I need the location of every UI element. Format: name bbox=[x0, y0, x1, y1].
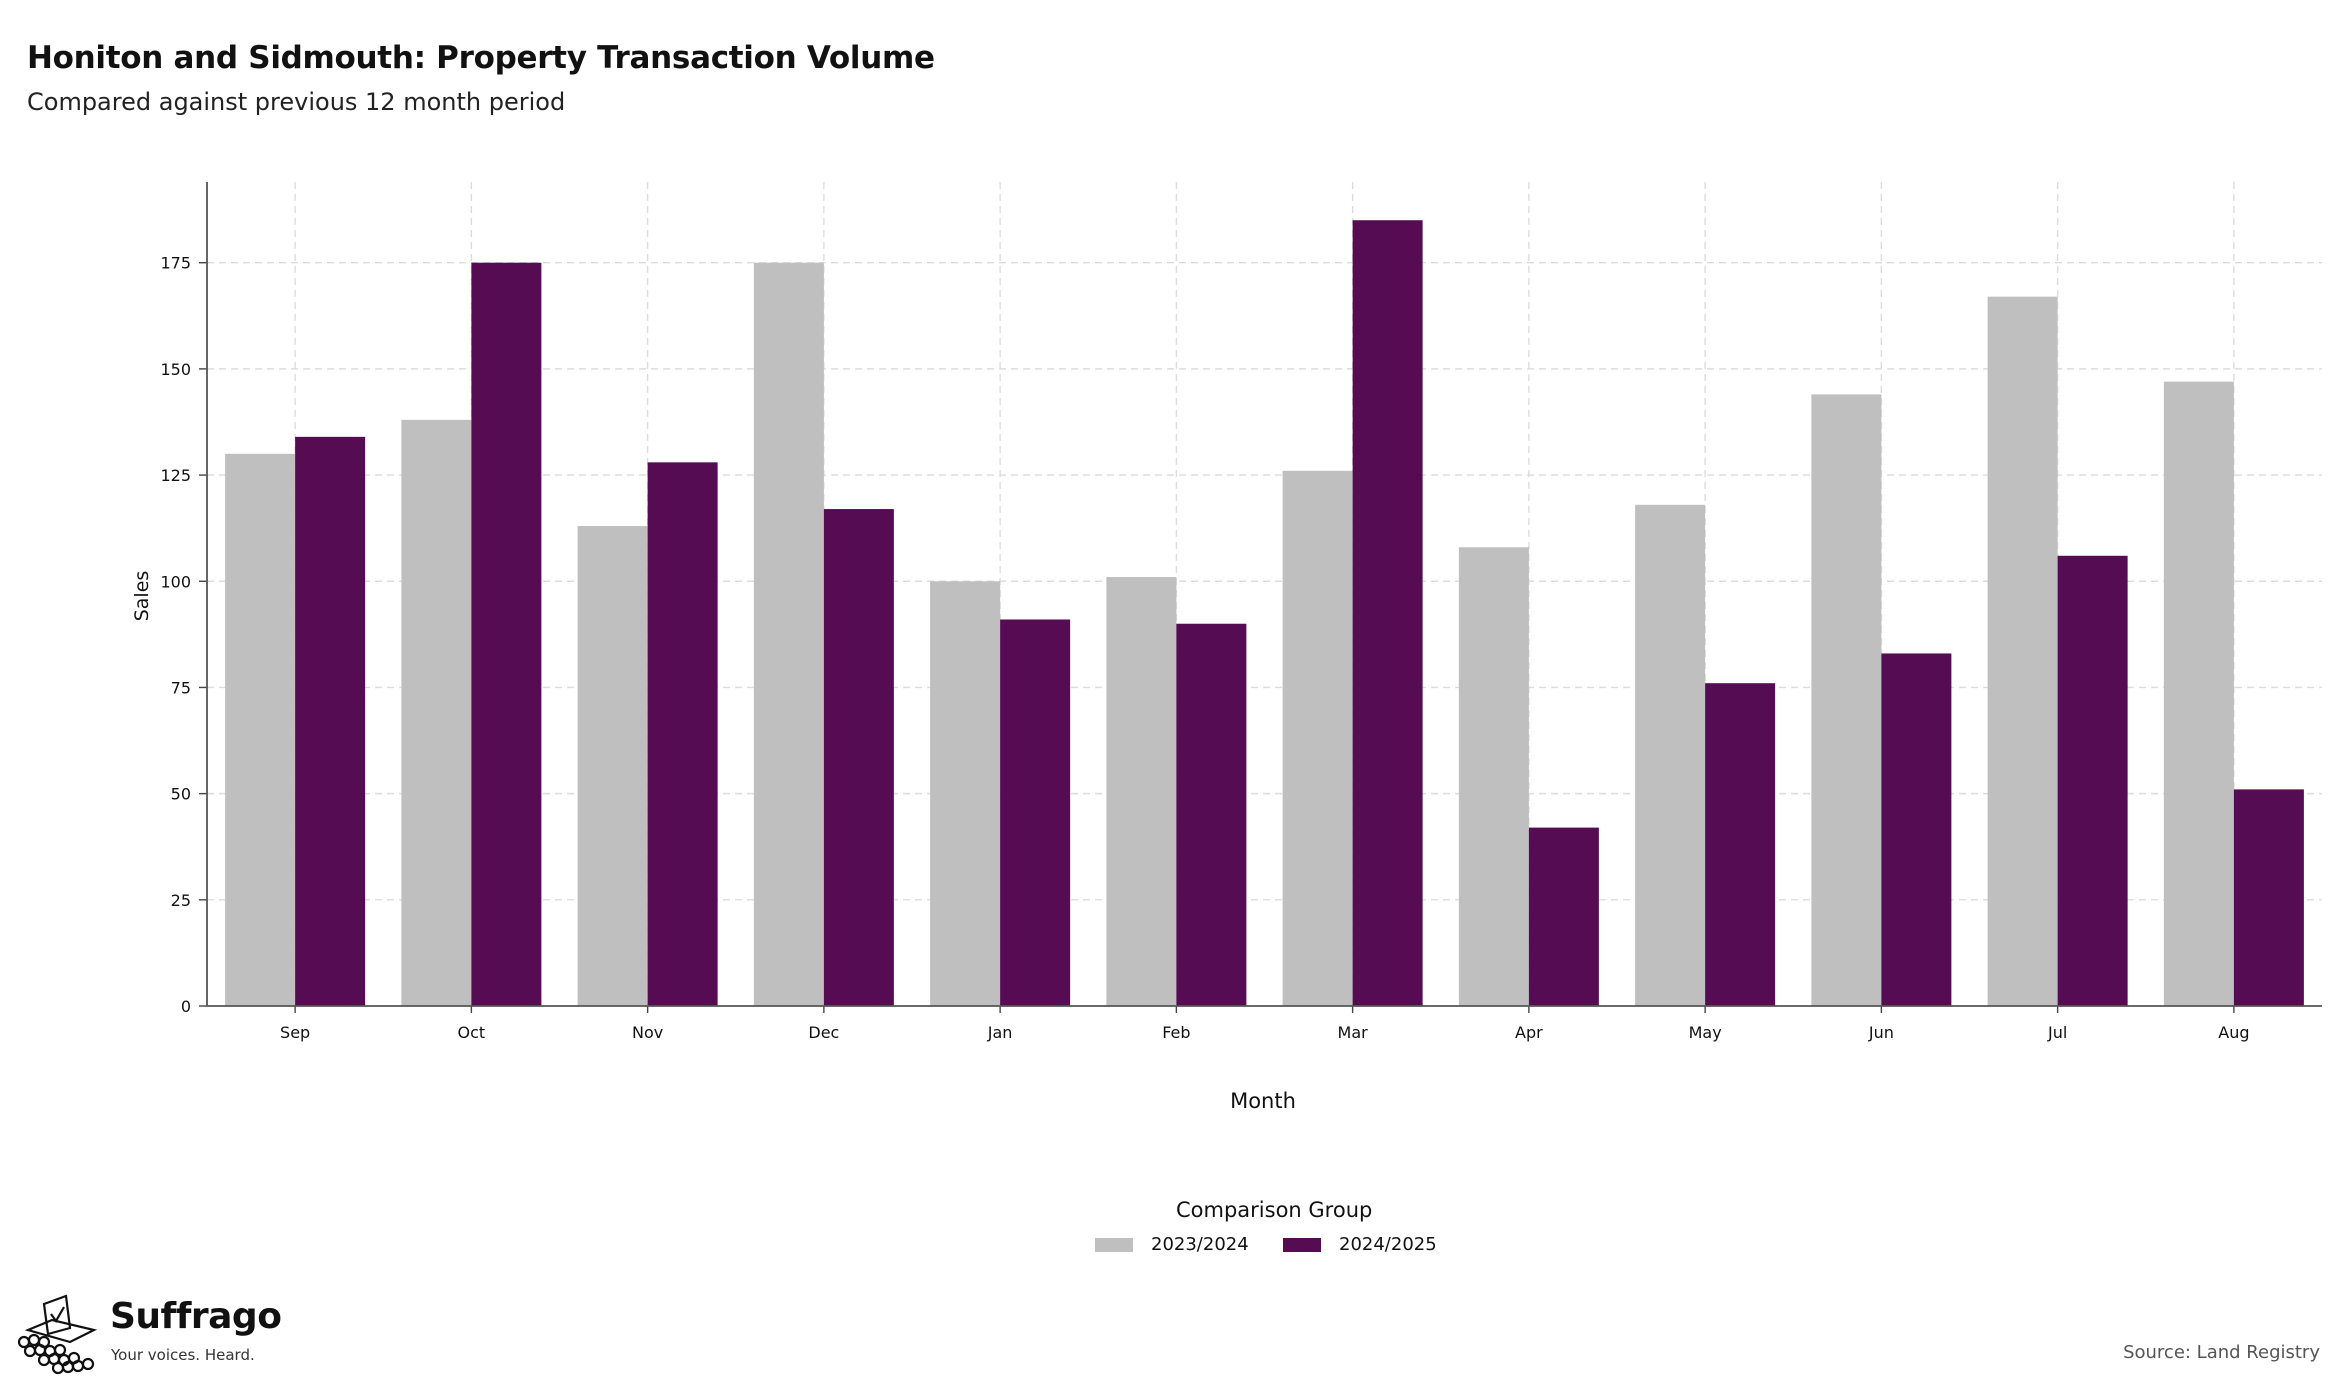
bar-2023-2024-nov bbox=[577, 526, 648, 1006]
x-tick-label-jun: Jun bbox=[1868, 1023, 1894, 1042]
bar-2024-2025-mar bbox=[1352, 220, 1423, 1006]
chart-title: Honiton and Sidmouth: Property Transacti… bbox=[27, 40, 935, 76]
bar-2024-2025-oct bbox=[471, 262, 542, 1006]
legend-title: Comparison Group bbox=[1176, 1198, 1373, 1222]
y-tick-label: 125 bbox=[160, 466, 191, 485]
y-tick-label: 100 bbox=[160, 572, 191, 591]
bar-2024-2025-aug bbox=[2233, 789, 2304, 1006]
bar-2023-2024-jun bbox=[1811, 394, 1882, 1007]
x-tick-label-may: May bbox=[1689, 1023, 1722, 1042]
legend-label-2023-2024: 2023/2024 bbox=[1151, 1234, 1249, 1255]
x-tick-label-mar: Mar bbox=[1338, 1023, 1369, 1042]
legend-item-2024-2025: 2024/2025 bbox=[1283, 1234, 1437, 1255]
legend-item-2023-2024: 2023/2024 bbox=[1095, 1234, 1249, 1255]
y-tick-label: 150 bbox=[160, 360, 191, 379]
y-tick-label: 25 bbox=[171, 891, 191, 910]
bar-2024-2025-jun bbox=[1881, 653, 1952, 1006]
x-tick-label-aug: Aug bbox=[2218, 1023, 2249, 1042]
bar-2024-2025-apr bbox=[1528, 827, 1599, 1006]
axes: 0 25 50 75 100 125 150 175 Sep Oct Nov Dec Jan Feb Mar… bbox=[160, 182, 2322, 1042]
bar-2023-2024-may bbox=[1635, 504, 1706, 1006]
bar-2024-2025-feb bbox=[1176, 623, 1247, 1006]
source-note: Source: Land Registry bbox=[2123, 1342, 2320, 1363]
x-tick-label-dec: Dec bbox=[808, 1023, 839, 1042]
x-tick-label-feb: Feb bbox=[1162, 1023, 1190, 1042]
bar-2024-2025-jan bbox=[1000, 619, 1071, 1006]
bar-2024-2025-dec bbox=[823, 509, 894, 1006]
x-tick-label-nov: Nov bbox=[632, 1023, 663, 1042]
brand-tagline: Your voices. Heard. bbox=[111, 1346, 255, 1364]
bar-2023-2024-sep bbox=[225, 453, 296, 1006]
bar-2023-2024-jan bbox=[930, 581, 1001, 1006]
bar-2023-2024-aug bbox=[2163, 381, 2234, 1006]
bars bbox=[225, 220, 2304, 1007]
y-tick-label: 175 bbox=[160, 254, 191, 273]
x-tick-label-jul: Jul bbox=[2047, 1023, 2067, 1042]
y-tick-label: 50 bbox=[171, 785, 191, 804]
bar-2024-2025-may bbox=[1705, 683, 1776, 1006]
x-axis-label: Month bbox=[1230, 1089, 1296, 1113]
chart-subtitle: Compared against previous 12 month perio… bbox=[27, 88, 566, 116]
bar-2023-2024-mar bbox=[1282, 470, 1353, 1007]
bar-2023-2024-feb bbox=[1106, 577, 1177, 1006]
x-tick-label-oct: Oct bbox=[458, 1023, 486, 1042]
x-tick-label-jan: Jan bbox=[987, 1023, 1013, 1042]
bar-2023-2024-apr bbox=[1458, 547, 1529, 1006]
bar-chart: 0 25 50 75 100 125 150 175 Sep Oct Nov Dec Jan Feb Mar… bbox=[131, 182, 2322, 1113]
bar-2023-2024-jul bbox=[1987, 296, 2058, 1006]
brand-name: Suffrago bbox=[110, 1296, 282, 1337]
legend-swatch-2024-2025 bbox=[1283, 1237, 1321, 1252]
ballot-box-logo-icon bbox=[17, 1294, 98, 1375]
x-tick-label-apr: Apr bbox=[1515, 1023, 1543, 1042]
y-tick-label: 0 bbox=[181, 997, 191, 1016]
y-axis-label: Sales bbox=[131, 571, 153, 622]
bar-2023-2024-oct bbox=[401, 419, 472, 1006]
legend-swatch-2023-2024 bbox=[1095, 1237, 1133, 1252]
bar-2024-2025-nov bbox=[647, 462, 718, 1006]
bar-2023-2024-dec bbox=[753, 262, 824, 1006]
bar-2024-2025-jul bbox=[2057, 555, 2128, 1006]
bar-2024-2025-sep bbox=[295, 436, 366, 1007]
y-tick-label: 75 bbox=[171, 678, 191, 697]
x-tick-label-sep: Sep bbox=[280, 1023, 310, 1042]
legend-label-2024-2025: 2024/2025 bbox=[1339, 1234, 1437, 1255]
